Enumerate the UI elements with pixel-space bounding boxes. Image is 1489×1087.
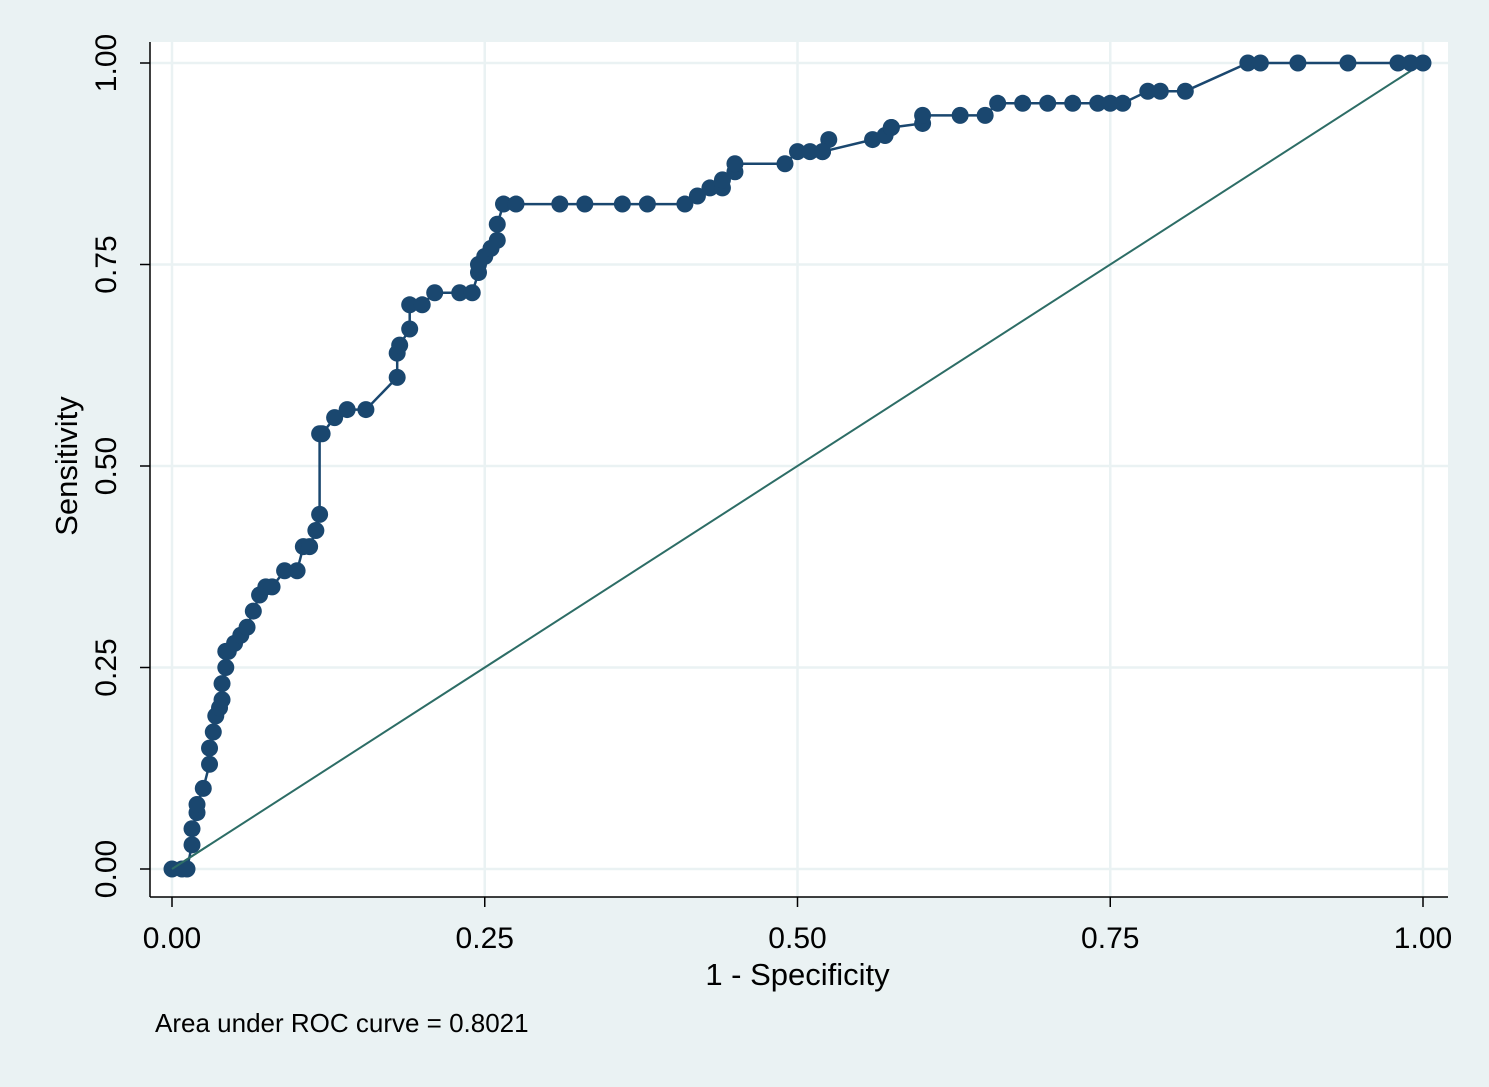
roc-point xyxy=(338,401,356,419)
roc-point xyxy=(638,195,656,213)
roc-point xyxy=(244,602,262,620)
roc-point xyxy=(326,409,344,427)
roc-point xyxy=(426,284,444,302)
roc-point xyxy=(307,521,325,539)
roc-point xyxy=(1014,94,1032,112)
x-axis-title: 1 - Specificity xyxy=(705,957,890,992)
roc-point xyxy=(789,143,806,161)
roc-point xyxy=(989,94,1007,112)
y-tick-label: 0.50 xyxy=(90,437,123,495)
y-axis-title: Sensitivity xyxy=(49,396,84,536)
roc-point xyxy=(178,860,196,878)
roc-point xyxy=(413,296,431,314)
roc-point xyxy=(213,691,231,709)
roc-point xyxy=(238,618,256,636)
roc-point xyxy=(183,820,201,838)
roc-point xyxy=(213,675,231,693)
roc-point xyxy=(914,106,932,124)
roc-point xyxy=(701,179,719,197)
x-tick-label: 0.25 xyxy=(456,922,514,955)
roc-point xyxy=(311,505,329,523)
roc-point xyxy=(495,195,513,213)
roc-point xyxy=(814,143,832,161)
reference-line-overlay xyxy=(171,843,211,870)
roc-point xyxy=(451,284,469,302)
roc-point xyxy=(401,296,419,314)
axes xyxy=(140,42,1448,907)
tick-labels: 0.00 0.25 0.50 0.75 1.00 0.00 0.25 0.50 0.75 1.00 xyxy=(90,34,1452,955)
roc-point xyxy=(463,284,481,302)
roc-point xyxy=(1039,94,1057,112)
roc-point xyxy=(1401,54,1419,72)
roc-point xyxy=(183,836,201,854)
x-tick-label: 0.50 xyxy=(768,922,826,955)
roc-point xyxy=(1339,54,1357,72)
auc-note: Area under ROC curve = 0.8021 xyxy=(155,1008,529,1038)
roc-point xyxy=(391,336,409,354)
roc-point xyxy=(1176,82,1194,100)
roc-point xyxy=(1101,94,1119,112)
roc-point xyxy=(357,401,375,419)
roc-point xyxy=(488,231,506,249)
roc-point xyxy=(507,195,525,213)
plot-area xyxy=(150,42,1448,897)
roc-point xyxy=(388,368,406,386)
roc-point xyxy=(201,739,219,757)
roc-point xyxy=(551,195,569,213)
roc-point xyxy=(976,106,994,124)
roc-point xyxy=(1251,54,1269,72)
roc-point xyxy=(188,796,206,814)
roc-point xyxy=(301,538,319,556)
roc-point xyxy=(401,320,419,338)
series xyxy=(163,54,1432,878)
x-tick-label: 0.75 xyxy=(1081,922,1139,955)
roc-point xyxy=(951,106,969,124)
roc-point xyxy=(713,171,731,189)
roc-point xyxy=(1389,54,1407,72)
roc-point xyxy=(313,425,331,443)
roc-point xyxy=(276,562,294,580)
reference-line xyxy=(171,62,1424,870)
roc-point xyxy=(217,659,235,676)
roc-point xyxy=(882,118,900,136)
roc-point xyxy=(1239,54,1257,72)
roc-point xyxy=(1114,94,1132,112)
roc-point xyxy=(1139,82,1157,100)
roc-point xyxy=(288,562,306,580)
roc-point xyxy=(1289,54,1307,72)
roc-point xyxy=(1064,94,1082,112)
y-tick-label: 0.00 xyxy=(90,840,123,898)
roc-point xyxy=(194,779,212,797)
y-tick-label: 0.75 xyxy=(90,235,123,293)
roc-point xyxy=(576,195,594,213)
roc-point xyxy=(201,755,219,773)
roc-point xyxy=(776,155,794,173)
x-tick-label: 0.00 xyxy=(143,922,201,955)
x-tick-label: 1.00 xyxy=(1394,922,1452,955)
roc-point xyxy=(1414,54,1432,72)
roc-point xyxy=(726,155,744,173)
roc-point xyxy=(204,723,222,741)
roc-point xyxy=(1089,94,1107,112)
roc-point xyxy=(488,215,506,233)
roc-point xyxy=(676,195,694,213)
y-tick-label: 0.25 xyxy=(90,638,123,696)
roc-point xyxy=(1151,82,1169,100)
roc-point xyxy=(263,578,281,596)
roc-point xyxy=(688,187,706,205)
y-tick-label: 1.00 xyxy=(90,34,123,92)
roc-point xyxy=(801,143,819,161)
roc-point xyxy=(613,195,631,213)
